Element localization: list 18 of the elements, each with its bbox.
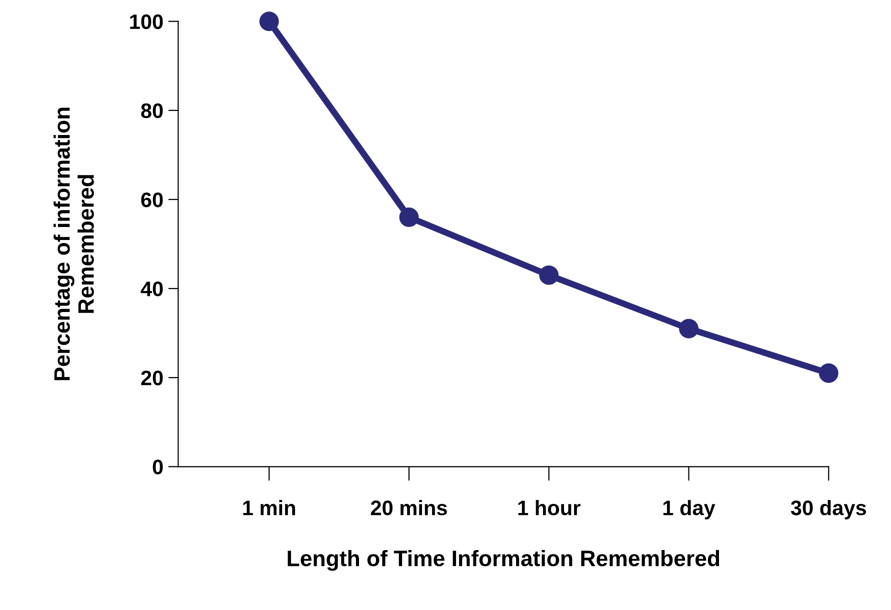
y-tick-label: 40	[140, 282, 163, 296]
y-tick-label: 60	[141, 192, 163, 208]
y-tick-label: 0	[152, 460, 163, 474]
point	[399, 208, 419, 228]
x-tick-label: 30 days	[790, 500, 866, 520]
y-axis-title: Percentage of information Remembered	[54, 108, 94, 380]
y-tick-label: 100	[130, 14, 163, 30]
y-tick-label: 20	[141, 370, 163, 386]
point	[679, 318, 698, 338]
x-tick-label: 1 min	[243, 500, 296, 516]
x-tick-label: 20 mins	[370, 500, 447, 516]
x-tick-label: 1 hour	[518, 500, 580, 516]
x-tick-label: 1 day	[663, 500, 716, 520]
point	[259, 12, 279, 32]
y-tick-label: 80	[141, 103, 163, 118]
point	[539, 265, 559, 285]
x-axis-title: Length of Time Information Remembered	[288, 550, 720, 571]
point	[818, 363, 838, 383]
